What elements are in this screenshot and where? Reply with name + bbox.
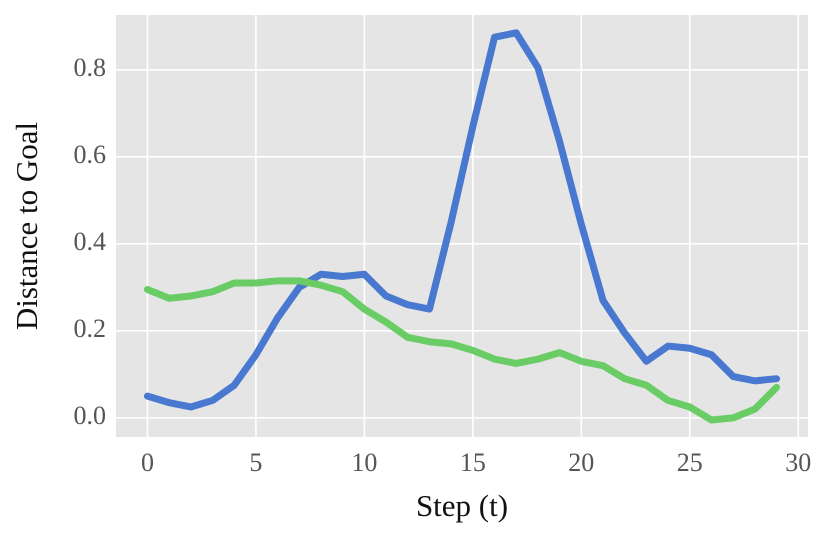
- y-axis-label: Distance to Goal: [9, 122, 44, 330]
- x-axis-label: Step (t): [416, 488, 508, 523]
- x-tick-label: 0: [141, 448, 154, 477]
- x-tick-label: 30: [785, 448, 811, 477]
- x-tick-label: 25: [677, 448, 703, 477]
- y-tick-label: 0.2: [74, 314, 107, 343]
- y-tick-label: 0.6: [74, 140, 107, 169]
- plot-background: [116, 15, 808, 437]
- y-tick-label: 0.4: [74, 227, 107, 256]
- x-tick-label: 20: [568, 448, 594, 477]
- x-tick-label: 15: [460, 448, 486, 477]
- line-series: [143, 277, 781, 424]
- line-series: [143, 29, 781, 411]
- x-tick-label: 10: [351, 448, 377, 477]
- x-tick-label: 5: [249, 448, 262, 477]
- y-tick-label: 0.0: [74, 401, 107, 430]
- y-tick-label: 0.8: [74, 53, 107, 82]
